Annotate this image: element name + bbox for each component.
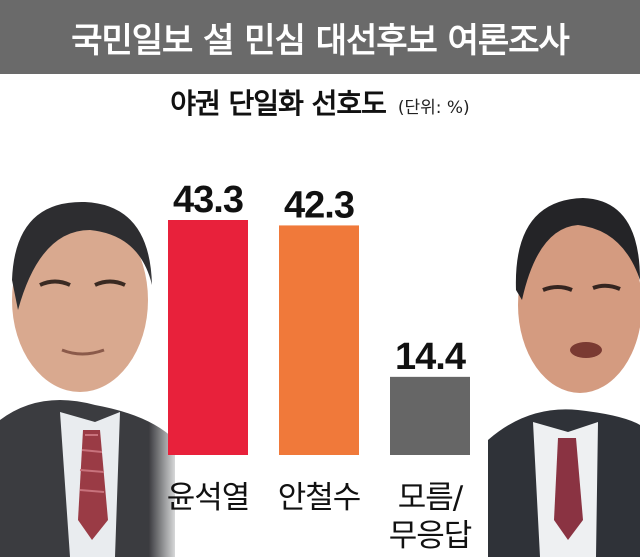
chart-subtitle: 야권 단일화 선호도: [170, 87, 387, 120]
subtitle-row: 야권 단일화 선호도 (단위: %): [0, 82, 640, 124]
header-title: 국민일보 설 민심 대선후보 여론조사: [71, 20, 570, 61]
header-banner: 국민일보 설 민심 대선후보 여론조사: [0, 0, 640, 74]
value-label-2: 42.3: [284, 184, 354, 226]
bar-3: [390, 376, 470, 455]
category-label-2: 안철수: [278, 480, 361, 516]
value-label-3: 14.4: [395, 336, 466, 378]
bar-1: [168, 220, 248, 455]
bar-2: [279, 225, 359, 455]
person-photo-left: [0, 190, 175, 557]
category-label-1: 윤석열: [167, 480, 250, 516]
value-label-1: 43.3: [173, 179, 243, 221]
person-photo-right: [488, 198, 640, 557]
unit-label: (단위: %): [397, 98, 470, 118]
category-label-3-line-1: 모름/: [398, 480, 464, 516]
category-label-3-line-2: 무응답: [389, 518, 472, 554]
